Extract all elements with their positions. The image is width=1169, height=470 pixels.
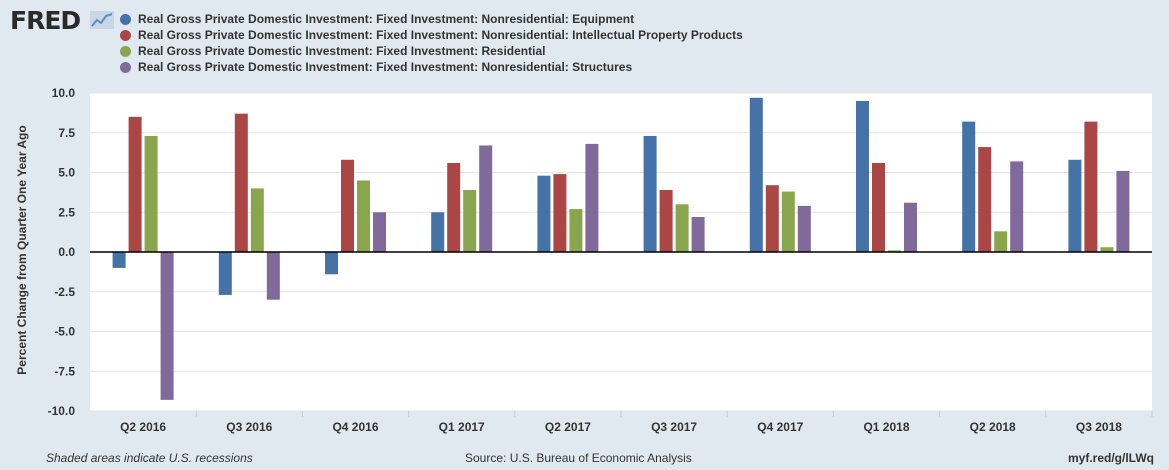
x-tick-label: Q2 2016 bbox=[120, 420, 166, 434]
y-tick-label: 2.5 bbox=[58, 205, 75, 219]
bar bbox=[872, 162, 885, 252]
bar bbox=[1068, 159, 1082, 252]
x-tick-label: Q2 2018 bbox=[970, 420, 1016, 434]
x-tick-label: Q1 2017 bbox=[439, 420, 485, 434]
bar bbox=[569, 209, 583, 252]
y-tick-label: -10.0 bbox=[48, 404, 76, 418]
x-tick-label: Q2 2017 bbox=[545, 420, 591, 434]
bar bbox=[479, 145, 493, 252]
bar bbox=[463, 189, 477, 252]
bar bbox=[250, 188, 264, 252]
bar bbox=[144, 135, 158, 252]
legend-item[interactable]: Real Gross Private Domestic Investment: … bbox=[120, 27, 743, 43]
bar bbox=[218, 252, 232, 295]
bar bbox=[1084, 121, 1098, 253]
legend-item[interactable]: Real Gross Private Domestic Investment: … bbox=[120, 43, 743, 59]
recession-note: Shaded areas indicate U.S. recessions bbox=[46, 451, 253, 465]
bar bbox=[1100, 247, 1114, 252]
bar bbox=[1010, 161, 1024, 252]
bar bbox=[962, 121, 976, 253]
bar bbox=[234, 113, 248, 252]
bar bbox=[585, 143, 599, 252]
bar bbox=[781, 191, 795, 252]
y-tick-label: -5.0 bbox=[54, 325, 75, 339]
bar bbox=[765, 185, 779, 252]
legend-label: Real Gross Private Domestic Investment: … bbox=[138, 44, 546, 58]
bar bbox=[266, 252, 280, 300]
bar bbox=[553, 174, 567, 252]
bar bbox=[357, 180, 370, 252]
legend-label: Real Gross Private Domestic Investment: … bbox=[138, 12, 635, 26]
x-tick-label: Q4 2016 bbox=[332, 420, 378, 434]
x-tick-label: Q4 2017 bbox=[757, 420, 803, 434]
bar bbox=[128, 116, 142, 252]
bar bbox=[325, 252, 338, 275]
bar bbox=[112, 252, 126, 268]
bar bbox=[978, 147, 992, 252]
x-tick-label: Q3 2018 bbox=[1076, 420, 1122, 434]
bar bbox=[856, 100, 869, 252]
bar bbox=[749, 97, 763, 253]
bar bbox=[431, 212, 445, 252]
bar bbox=[447, 162, 461, 252]
chart-legend: Real Gross Private Domestic Investment: … bbox=[120, 11, 743, 75]
bar bbox=[691, 217, 705, 252]
short-url-link[interactable]: myf.red/g/lLWq bbox=[1067, 451, 1154, 465]
y-tick-label: 0.0 bbox=[58, 245, 75, 259]
y-tick-label: -7.5 bbox=[54, 364, 75, 378]
legend-label: Real Gross Private Domestic Investment: … bbox=[138, 60, 633, 74]
x-tick-label: Q1 2018 bbox=[863, 420, 909, 434]
bar bbox=[659, 189, 673, 252]
source-note: Source: U.S. Bureau of Economic Analysis bbox=[465, 451, 692, 465]
y-tick-label: 10.0 bbox=[52, 86, 76, 100]
legend-marker bbox=[120, 29, 131, 41]
legend-item[interactable]: Real Gross Private Domestic Investment: … bbox=[120, 11, 743, 27]
legend-marker bbox=[120, 61, 131, 73]
y-tick-label: -2.5 bbox=[54, 285, 75, 299]
y-tick-label: 7.5 bbox=[58, 126, 75, 140]
bar bbox=[160, 252, 174, 400]
bar bbox=[797, 205, 811, 252]
legend-marker bbox=[120, 13, 131, 25]
bar bbox=[643, 135, 657, 252]
bar bbox=[904, 202, 917, 252]
bar bbox=[341, 159, 354, 252]
bar bbox=[675, 204, 689, 252]
bar bbox=[888, 250, 901, 252]
bar bbox=[373, 212, 386, 252]
x-tick-label: Q3 2016 bbox=[226, 420, 272, 434]
bar bbox=[537, 175, 551, 252]
fred-logo[interactable]: FRED bbox=[10, 6, 81, 35]
legend-marker bbox=[120, 45, 131, 57]
chart-line-icon bbox=[90, 11, 114, 29]
legend-item[interactable]: Real Gross Private Domestic Investment: … bbox=[120, 59, 743, 75]
bar bbox=[1116, 170, 1130, 252]
legend-label: Real Gross Private Domestic Investment: … bbox=[138, 28, 743, 42]
x-tick-label: Q3 2017 bbox=[651, 420, 697, 434]
y-tick-label: 5.0 bbox=[58, 166, 75, 180]
bar bbox=[994, 231, 1008, 252]
